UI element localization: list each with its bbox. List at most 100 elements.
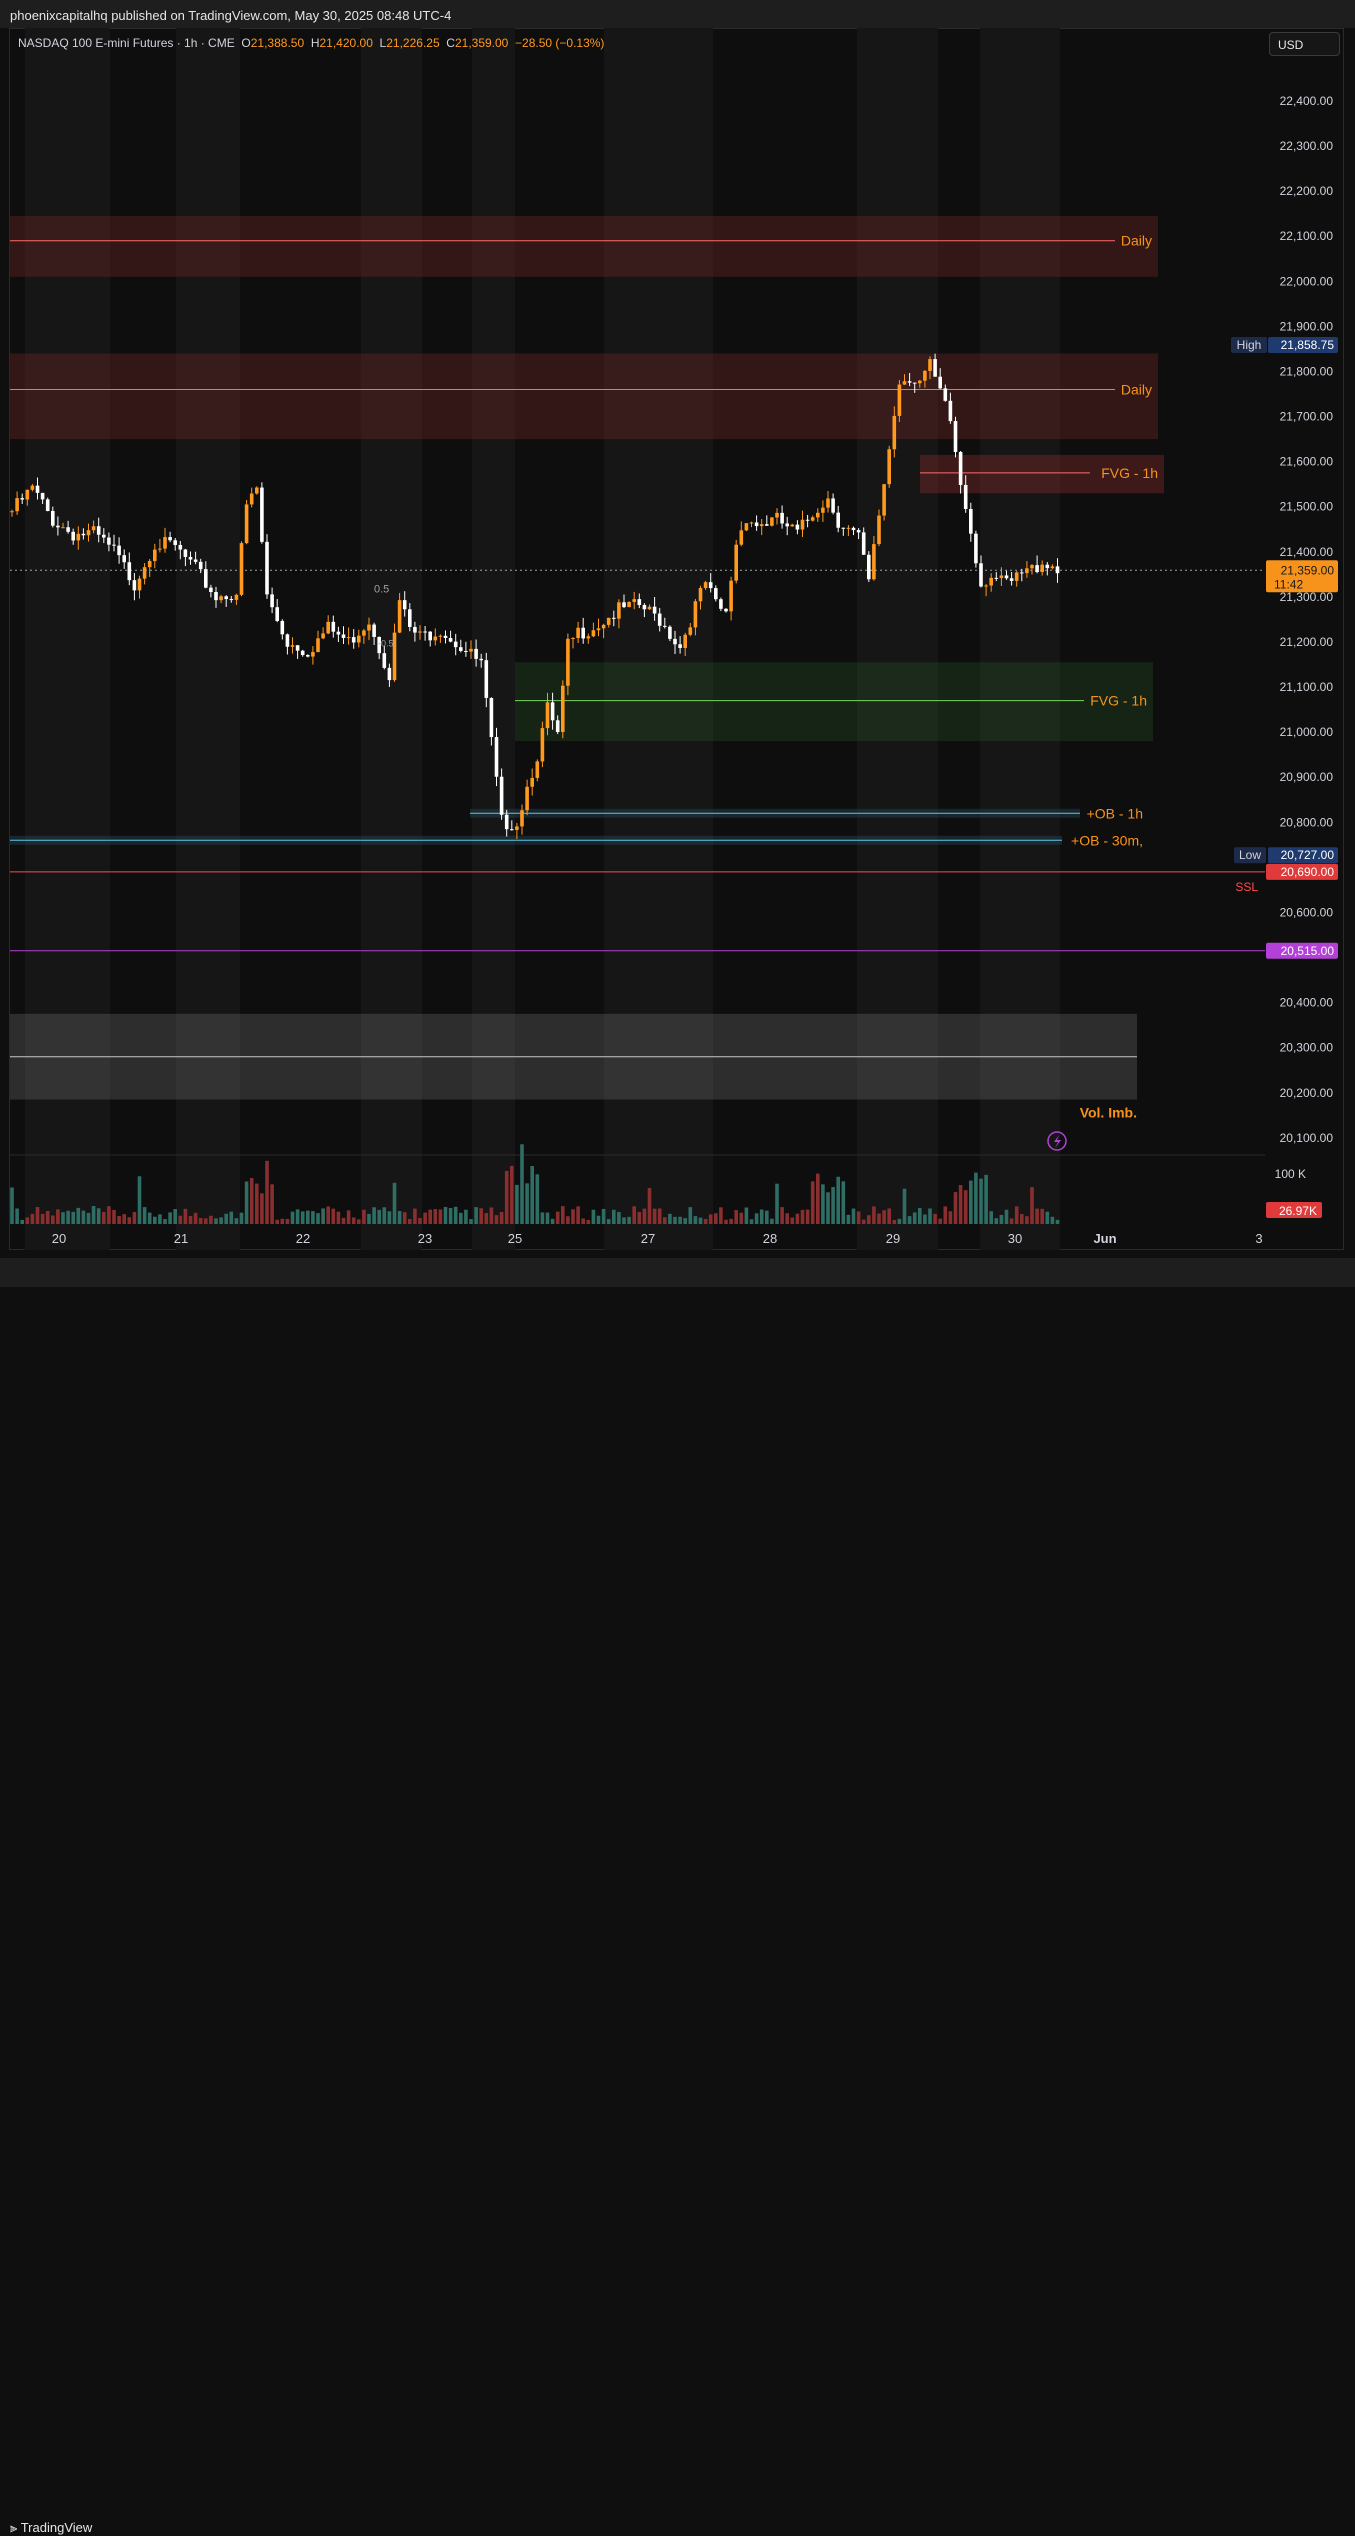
volume-bar — [474, 1207, 478, 1224]
volume-bar — [397, 1211, 402, 1224]
candle-body — [81, 533, 86, 536]
volume-bar — [377, 1209, 381, 1224]
candle-body — [321, 633, 325, 639]
volume-bar — [178, 1215, 183, 1224]
candle-body — [810, 517, 815, 521]
volume-bar — [657, 1208, 662, 1224]
volume-bar — [1035, 1208, 1039, 1224]
candle-body — [652, 606, 657, 614]
currency-button[interactable]: USD — [1269, 32, 1340, 56]
volume-bar — [805, 1209, 810, 1224]
volume-bar — [219, 1217, 223, 1224]
candle-body — [698, 588, 703, 602]
candle-body — [459, 647, 463, 651]
zone-label: +OB - 30m, — [1071, 832, 1143, 848]
y-tick-label: 21,500.00 — [1280, 500, 1334, 514]
candle-body — [754, 522, 759, 527]
volume-bar — [311, 1211, 315, 1224]
candle-body — [188, 556, 193, 560]
volume-bar — [357, 1219, 361, 1224]
zone-box — [10, 215, 1158, 277]
candle-body — [260, 487, 264, 542]
candle-body — [249, 493, 254, 505]
volume-bar — [280, 1218, 285, 1224]
volume-bar — [555, 1211, 560, 1224]
candle-body — [1025, 568, 1029, 574]
candle-body — [464, 650, 468, 652]
candle-body — [989, 577, 993, 586]
volume-bar — [102, 1211, 106, 1224]
volume-bar — [469, 1219, 473, 1224]
candle-body — [331, 621, 336, 632]
price-chart[interactable]: Daily Daily FVG - 1h FVG - 1h +OB - 1h +OB - … — [0, 0, 1355, 1287]
volume-bar — [688, 1207, 693, 1224]
candle-body — [703, 582, 708, 589]
candle-body — [805, 519, 810, 521]
y-tick-label: 22,400.00 — [1280, 94, 1334, 108]
candle-body — [1030, 565, 1034, 569]
volume-bar — [963, 1190, 968, 1224]
x-tick-label: 22 — [296, 1231, 310, 1246]
close-label: C — [446, 36, 455, 50]
volume-bar — [316, 1213, 320, 1224]
volume-bar — [367, 1213, 371, 1224]
volume-bar — [51, 1215, 55, 1224]
purple-value-tag: 20,515.00 — [1281, 944, 1335, 958]
volume-bar — [581, 1218, 585, 1224]
candle-body — [413, 626, 417, 633]
volume-bar — [571, 1209, 575, 1224]
session-stripe — [361, 28, 422, 1250]
volume-bar — [1050, 1216, 1055, 1224]
volume-bar — [938, 1218, 942, 1224]
volume-bar — [362, 1209, 366, 1224]
candle-body — [708, 582, 713, 589]
y-tick-label: 21,600.00 — [1280, 455, 1334, 469]
candle-body — [642, 605, 647, 610]
volume-bars — [10, 1144, 1060, 1224]
volume-bar — [423, 1212, 427, 1224]
candle-body — [958, 451, 963, 485]
lightning-icon — [1047, 1131, 1067, 1151]
tradingview-logo[interactable]: ⫸ TradingView — [10, 2520, 92, 2536]
candle-body — [688, 627, 693, 635]
volume-bar — [770, 1218, 774, 1224]
candles — [10, 353, 1060, 840]
volume-bar — [351, 1217, 356, 1224]
candle-body — [168, 537, 172, 541]
candle-body — [163, 537, 167, 549]
candle-body — [219, 596, 223, 601]
candle-body — [719, 599, 723, 609]
candle-body — [265, 541, 269, 595]
symbol-name[interactable]: NASDAQ 100 E-mini Futures · 1h · CME — [18, 36, 235, 50]
candle-body — [1020, 572, 1024, 574]
volume-bar — [810, 1181, 815, 1224]
candle-body — [714, 588, 718, 600]
volume-bar — [596, 1215, 601, 1224]
high-label: H — [310, 36, 320, 50]
volume-bar — [856, 1211, 861, 1224]
volume-bar — [96, 1208, 101, 1224]
candle-body — [785, 523, 789, 527]
candle-body — [183, 549, 188, 557]
volume-bar — [520, 1144, 524, 1224]
x-tick-label: 23 — [418, 1231, 432, 1246]
volume-bar — [821, 1184, 825, 1224]
volume-bar — [678, 1216, 682, 1224]
volume-bar — [724, 1219, 728, 1224]
volume-bar — [647, 1187, 652, 1224]
candle-body — [244, 504, 249, 544]
volume-bar — [566, 1216, 570, 1224]
open-value: 21,388.50 — [250, 36, 305, 50]
y-tick-label: 22,300.00 — [1280, 139, 1334, 153]
volume-bar — [576, 1206, 580, 1224]
y-tick-label: 20,300.00 — [1280, 1041, 1334, 1055]
publisher-bar: phoenixcapitalhq published on TradingVie… — [0, 0, 1355, 28]
volume-bar — [163, 1219, 167, 1224]
volume-bar — [668, 1213, 672, 1224]
volume-bar — [295, 1209, 300, 1224]
volume-bar — [632, 1206, 636, 1224]
zone-label: FVG - 1h — [1090, 693, 1147, 709]
candle-body — [341, 634, 346, 638]
volume-bar — [504, 1170, 509, 1224]
volume-bar — [260, 1193, 264, 1224]
